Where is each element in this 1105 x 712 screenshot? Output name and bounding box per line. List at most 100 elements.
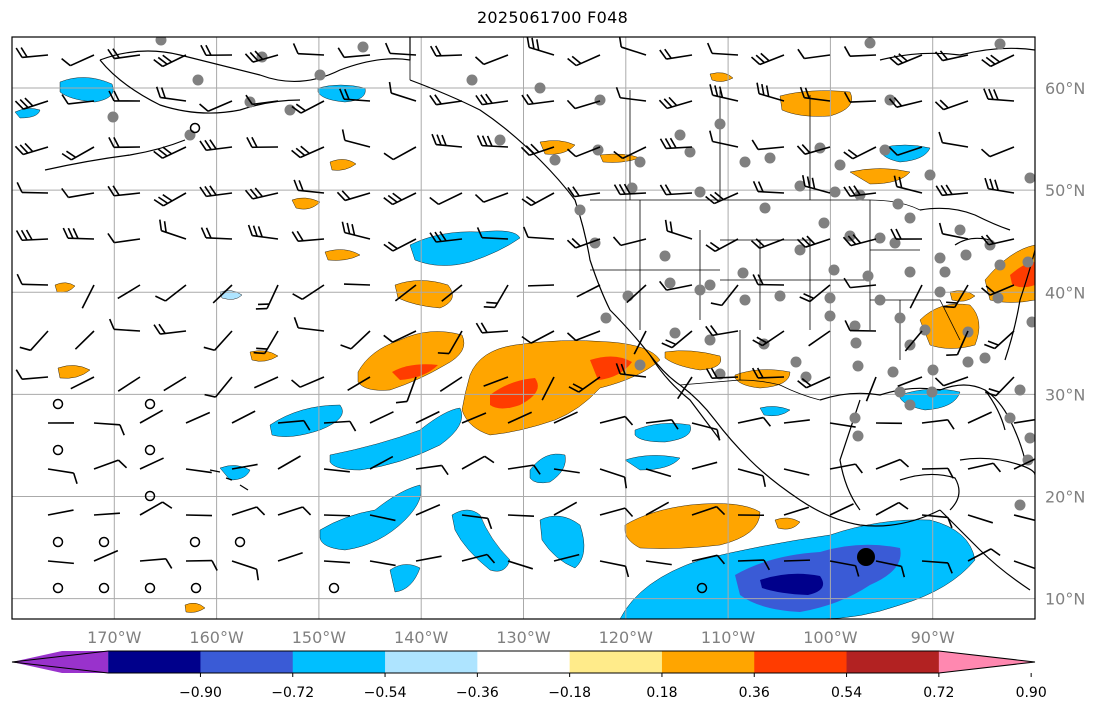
wind-barb [507, 560, 534, 570]
wind-barb [323, 514, 351, 517]
wind-barb [661, 330, 693, 349]
wind-barb [829, 503, 854, 516]
wind-barb [658, 96, 693, 110]
wind-barb [476, 227, 509, 240]
wind-barb [659, 280, 693, 291]
colorbar-swatch [292, 651, 386, 673]
wind-barb [415, 464, 449, 476]
wind-barb [921, 467, 954, 479]
wind-barb [808, 330, 831, 347]
wind-barb [231, 410, 256, 424]
station-dot [592, 144, 604, 156]
station-dot [879, 144, 891, 156]
wind-barb [200, 44, 233, 57]
colorbar-swatch [385, 651, 478, 673]
colorbar-tick-label: −0.72 [271, 685, 314, 701]
wind-barb [117, 376, 141, 392]
colorbar-tick-label: 0.90 [1016, 685, 1047, 701]
wind-barb [277, 419, 311, 431]
wind-barb [750, 238, 785, 249]
contour-pos-region [539, 140, 576, 155]
wind-barb [865, 376, 877, 402]
wind-barb [888, 96, 923, 108]
wind-barb [415, 503, 441, 516]
wind-barb [599, 468, 628, 489]
gridlines [12, 37, 1035, 619]
wind-barb [383, 192, 417, 206]
map-frame [11, 36, 1036, 620]
station-dot [594, 94, 606, 106]
wind-barb [890, 228, 923, 240]
station-dot [1014, 384, 1026, 396]
lon-label: 130°W [496, 628, 551, 647]
wind-barb [61, 54, 95, 67]
wind-barb [983, 88, 1015, 102]
wind-barb [483, 376, 509, 387]
station-dot [714, 118, 726, 130]
wind-barb [799, 284, 831, 303]
wind-barb [553, 411, 578, 424]
wind-barb [185, 514, 213, 517]
wind-barb [645, 419, 679, 430]
contour-neg-region [329, 407, 462, 471]
wind-barb [292, 284, 325, 301]
wind-barb [626, 284, 647, 304]
contour-pos-region [709, 72, 734, 82]
station-dot [192, 74, 204, 86]
station-dot [954, 224, 966, 236]
station-dot [1026, 316, 1035, 328]
wind-barb [291, 230, 325, 243]
wind-barb [277, 506, 312, 516]
wind-barb [185, 411, 211, 424]
wind-barb [705, 367, 739, 380]
wind-barb [567, 186, 601, 198]
station-dot [904, 212, 916, 224]
station-dot [994, 38, 1006, 50]
wind-barb [291, 145, 325, 159]
wind-barb [566, 237, 601, 249]
station-dot [794, 244, 806, 256]
contour-pos-region [624, 503, 761, 549]
station-dot [1034, 215, 1035, 221]
wind-barb [967, 548, 1001, 562]
station-dot [659, 250, 671, 262]
wind-barb [343, 283, 371, 286]
station-dot [634, 359, 646, 371]
wind-barb [875, 501, 909, 516]
calm-circle [144, 490, 156, 502]
wind-barb [323, 468, 350, 473]
wind-barb [429, 45, 463, 57]
wind-barb [985, 376, 1015, 397]
colorbar-tick-label: −0.18 [548, 685, 591, 701]
station-dot [824, 292, 836, 304]
latitude-labels: 10°N 20°N 30°N 40°N 50°N 60°N [1045, 79, 1085, 609]
contour-pos-region [184, 602, 206, 613]
station-dot [737, 267, 749, 279]
wind-barb [691, 422, 721, 441]
wind-barb [244, 50, 279, 63]
coastlines [44, 37, 1035, 591]
station-dot [357, 41, 369, 53]
wind-barb [159, 219, 187, 240]
wind-barb [247, 224, 279, 240]
station-dot [759, 202, 771, 214]
wind-barb [293, 179, 325, 194]
wind-barb [566, 330, 601, 342]
wind-barb [336, 190, 371, 202]
lat-label: 30°N [1045, 385, 1085, 404]
contour-neg-region [759, 406, 791, 417]
wind-barb [829, 560, 860, 577]
lat-label: 40°N [1045, 283, 1085, 302]
station-dot [960, 249, 972, 261]
wind-barb [576, 284, 601, 298]
station-dot [894, 386, 906, 398]
wind-barb [93, 549, 119, 562]
wind-barb [292, 43, 325, 56]
contour-pos-strong [490, 378, 538, 409]
wind-barb [934, 99, 969, 111]
station-dot [979, 352, 991, 364]
contour-pos-strong [392, 364, 438, 380]
wind-barb [19, 330, 49, 352]
wind-barb [921, 514, 953, 529]
station-dot [962, 356, 974, 368]
